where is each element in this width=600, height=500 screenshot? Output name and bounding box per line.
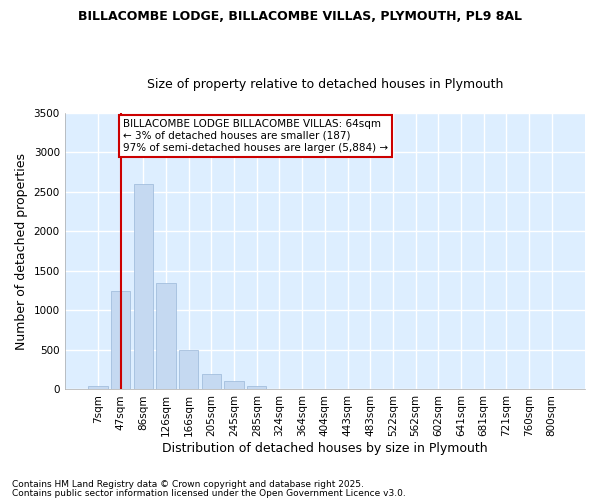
Text: Contains public sector information licensed under the Open Government Licence v3: Contains public sector information licen… <box>12 488 406 498</box>
Bar <box>111 290 130 390</box>
X-axis label: Distribution of detached houses by size in Plymouth: Distribution of detached houses by size … <box>162 442 488 455</box>
Bar <box>202 374 221 390</box>
Text: BILLACOMBE LODGE BILLACOMBE VILLAS: 64sqm
← 3% of detached houses are smaller (1: BILLACOMBE LODGE BILLACOMBE VILLAS: 64sq… <box>123 120 388 152</box>
Bar <box>224 381 244 390</box>
Bar <box>134 184 153 390</box>
Text: BILLACOMBE LODGE, BILLACOMBE VILLAS, PLYMOUTH, PL9 8AL: BILLACOMBE LODGE, BILLACOMBE VILLAS, PLY… <box>78 10 522 23</box>
Bar <box>270 388 289 390</box>
Bar <box>247 386 266 390</box>
Bar <box>88 386 107 390</box>
Title: Size of property relative to detached houses in Plymouth: Size of property relative to detached ho… <box>146 78 503 91</box>
Bar <box>179 350 199 390</box>
Bar <box>157 283 176 390</box>
Y-axis label: Number of detached properties: Number of detached properties <box>15 152 28 350</box>
Text: Contains HM Land Registry data © Crown copyright and database right 2025.: Contains HM Land Registry data © Crown c… <box>12 480 364 489</box>
